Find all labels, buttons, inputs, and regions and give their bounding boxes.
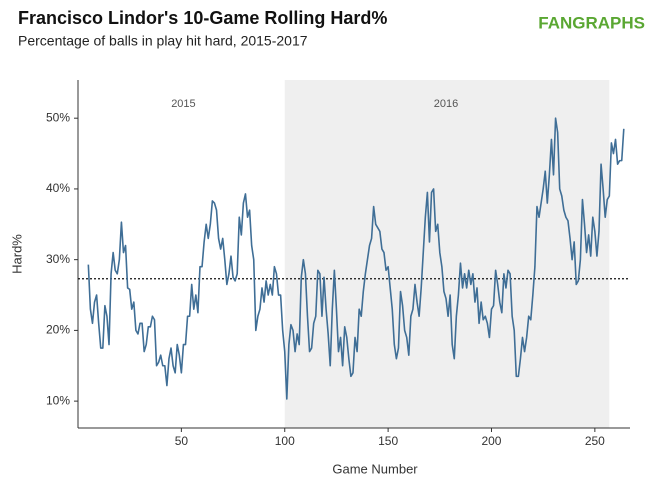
x-tick-label: 200 bbox=[481, 434, 501, 448]
x-axis-label: Game Number bbox=[332, 461, 418, 476]
y-tick-label: 40% bbox=[46, 181, 70, 195]
chart-title: Francisco Lindor's 10-Game Rolling Hard% bbox=[18, 8, 387, 28]
x-tick-label: 50 bbox=[175, 434, 189, 448]
y-tick-label: 20% bbox=[46, 323, 70, 337]
x-tick-label: 100 bbox=[275, 434, 295, 448]
logo: FANGRAPHS bbox=[538, 13, 645, 32]
chart-subtitle: Percentage of balls in play hit hard, 20… bbox=[18, 33, 308, 49]
x-tick-label: 250 bbox=[585, 434, 605, 448]
period-label: 2016 bbox=[434, 98, 458, 110]
y-tick-label: 10% bbox=[46, 393, 70, 407]
y-axis-label: Hard% bbox=[9, 234, 24, 274]
period-label: 2015 bbox=[171, 98, 195, 110]
y-tick-label: 30% bbox=[46, 252, 70, 266]
shaded-region bbox=[284, 80, 610, 428]
y-tick-label: 50% bbox=[46, 110, 70, 124]
x-tick-label: 150 bbox=[378, 434, 398, 448]
data-line bbox=[87, 117, 625, 400]
